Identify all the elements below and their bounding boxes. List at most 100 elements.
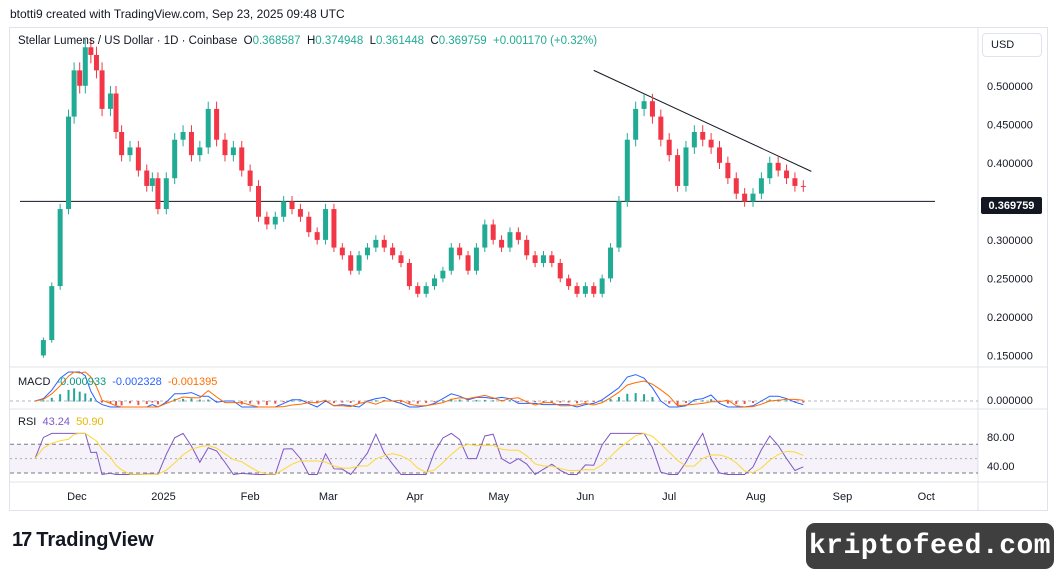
macd-histogram-bar	[592, 401, 595, 403]
price-tick-label: 0.400000	[987, 158, 1033, 170]
macd-histogram-bar	[408, 401, 411, 404]
candle-body	[113, 93, 119, 133]
candle-body	[57, 209, 63, 287]
candle-body	[82, 47, 88, 86]
candle	[188, 125, 194, 162]
macd-histogram-bar	[676, 401, 679, 406]
candle	[649, 93, 655, 124]
candle	[88, 38, 94, 64]
candle-body	[473, 247, 479, 271]
macd-histogram-bar	[534, 401, 537, 403]
candle	[465, 250, 471, 275]
macd-histogram-bar	[643, 394, 646, 402]
candle	[432, 274, 438, 290]
candle-body	[364, 247, 370, 256]
macd-histogram-bar	[198, 399, 201, 402]
candle-body	[381, 239, 387, 248]
macd-histogram-bar	[542, 401, 545, 403]
candle-body	[77, 70, 83, 86]
candle-body	[180, 132, 186, 140]
candle	[641, 93, 647, 117]
macd-histogram-bar	[433, 401, 436, 403]
candle-body	[716, 147, 722, 163]
candle	[624, 133, 630, 207]
candle-body	[107, 93, 113, 109]
candle-body	[499, 239, 505, 248]
macd-histogram-bar	[341, 401, 344, 403]
macd-histogram-bar	[73, 388, 76, 402]
candle	[784, 164, 790, 185]
candle-body	[119, 132, 125, 156]
candle-body	[222, 139, 228, 156]
candle-body	[608, 247, 614, 279]
watermark: kriptofeed.com	[806, 523, 1054, 569]
candle	[163, 172, 169, 215]
candle	[364, 243, 370, 260]
rsi-legend[interactable]: RSI 43.24 50.90	[18, 416, 104, 428]
candle	[144, 164, 150, 192]
last-price-label: 0.369759	[981, 197, 1042, 214]
candle	[247, 164, 253, 192]
candle-body	[423, 286, 429, 294]
macd-histogram-bar	[793, 401, 796, 402]
chart-frame[interactable]	[9, 27, 1048, 511]
candle-body	[675, 155, 681, 186]
candle-body	[582, 286, 588, 294]
price-tick-label: 0.250000	[987, 273, 1033, 285]
candle	[348, 250, 354, 275]
macd-histogram-bar	[307, 401, 310, 403]
candle-body	[432, 278, 438, 287]
macd-histogram-bar	[358, 401, 361, 404]
macd-histogram-bar	[693, 400, 696, 402]
candle	[549, 250, 555, 268]
candle	[800, 180, 806, 192]
candle	[599, 274, 605, 298]
candle	[582, 282, 588, 298]
candle-body	[415, 286, 421, 294]
x-tick-label: Aug	[746, 491, 766, 503]
candle	[683, 140, 689, 192]
currency-button[interactable]: USD	[982, 33, 1042, 57]
candle-body	[792, 178, 798, 186]
x-tick-label: Sep	[833, 491, 853, 503]
macd-histogram-bar	[726, 401, 729, 404]
candle	[149, 172, 155, 192]
candle-body	[356, 255, 362, 271]
candle-body	[574, 286, 580, 294]
macd-histogram-bar	[617, 397, 620, 402]
x-tick-label: Jun	[577, 491, 595, 503]
candle	[733, 172, 739, 200]
candle-body	[440, 270, 446, 279]
candle-body	[540, 255, 546, 263]
macd-histogram-bar	[332, 401, 335, 403]
candle	[507, 227, 513, 253]
candle	[457, 243, 463, 260]
candle-body	[800, 185, 806, 187]
macd-histogram-bar	[165, 401, 168, 402]
candle	[107, 85, 113, 117]
macd-legend[interactable]: MACD -0.000933 -0.002328 -0.001395	[18, 376, 218, 388]
candle	[608, 243, 614, 283]
candle-body	[616, 201, 622, 248]
candle-body	[398, 255, 404, 263]
candle-body	[641, 101, 647, 109]
candle-body	[390, 247, 396, 256]
tradingview-brand[interactable]: 17 TradingView	[12, 529, 154, 552]
candle-body	[708, 139, 714, 148]
candle-body	[71, 70, 77, 117]
candle-body	[599, 278, 605, 294]
macd-histogram-bar	[249, 401, 252, 404]
rsi-ma-line	[34, 432, 804, 475]
candle-body	[524, 239, 530, 256]
macd-histogram-bar	[84, 393, 87, 402]
candle	[214, 101, 220, 147]
macd-histogram-bar	[475, 399, 478, 402]
candle-body	[163, 178, 169, 210]
candle-body	[239, 147, 245, 171]
candle	[297, 203, 303, 222]
macd-signal-line	[34, 371, 804, 408]
macd-histogram-bar	[651, 397, 654, 402]
macd-histogram-bar	[349, 401, 352, 403]
candle	[93, 46, 99, 79]
